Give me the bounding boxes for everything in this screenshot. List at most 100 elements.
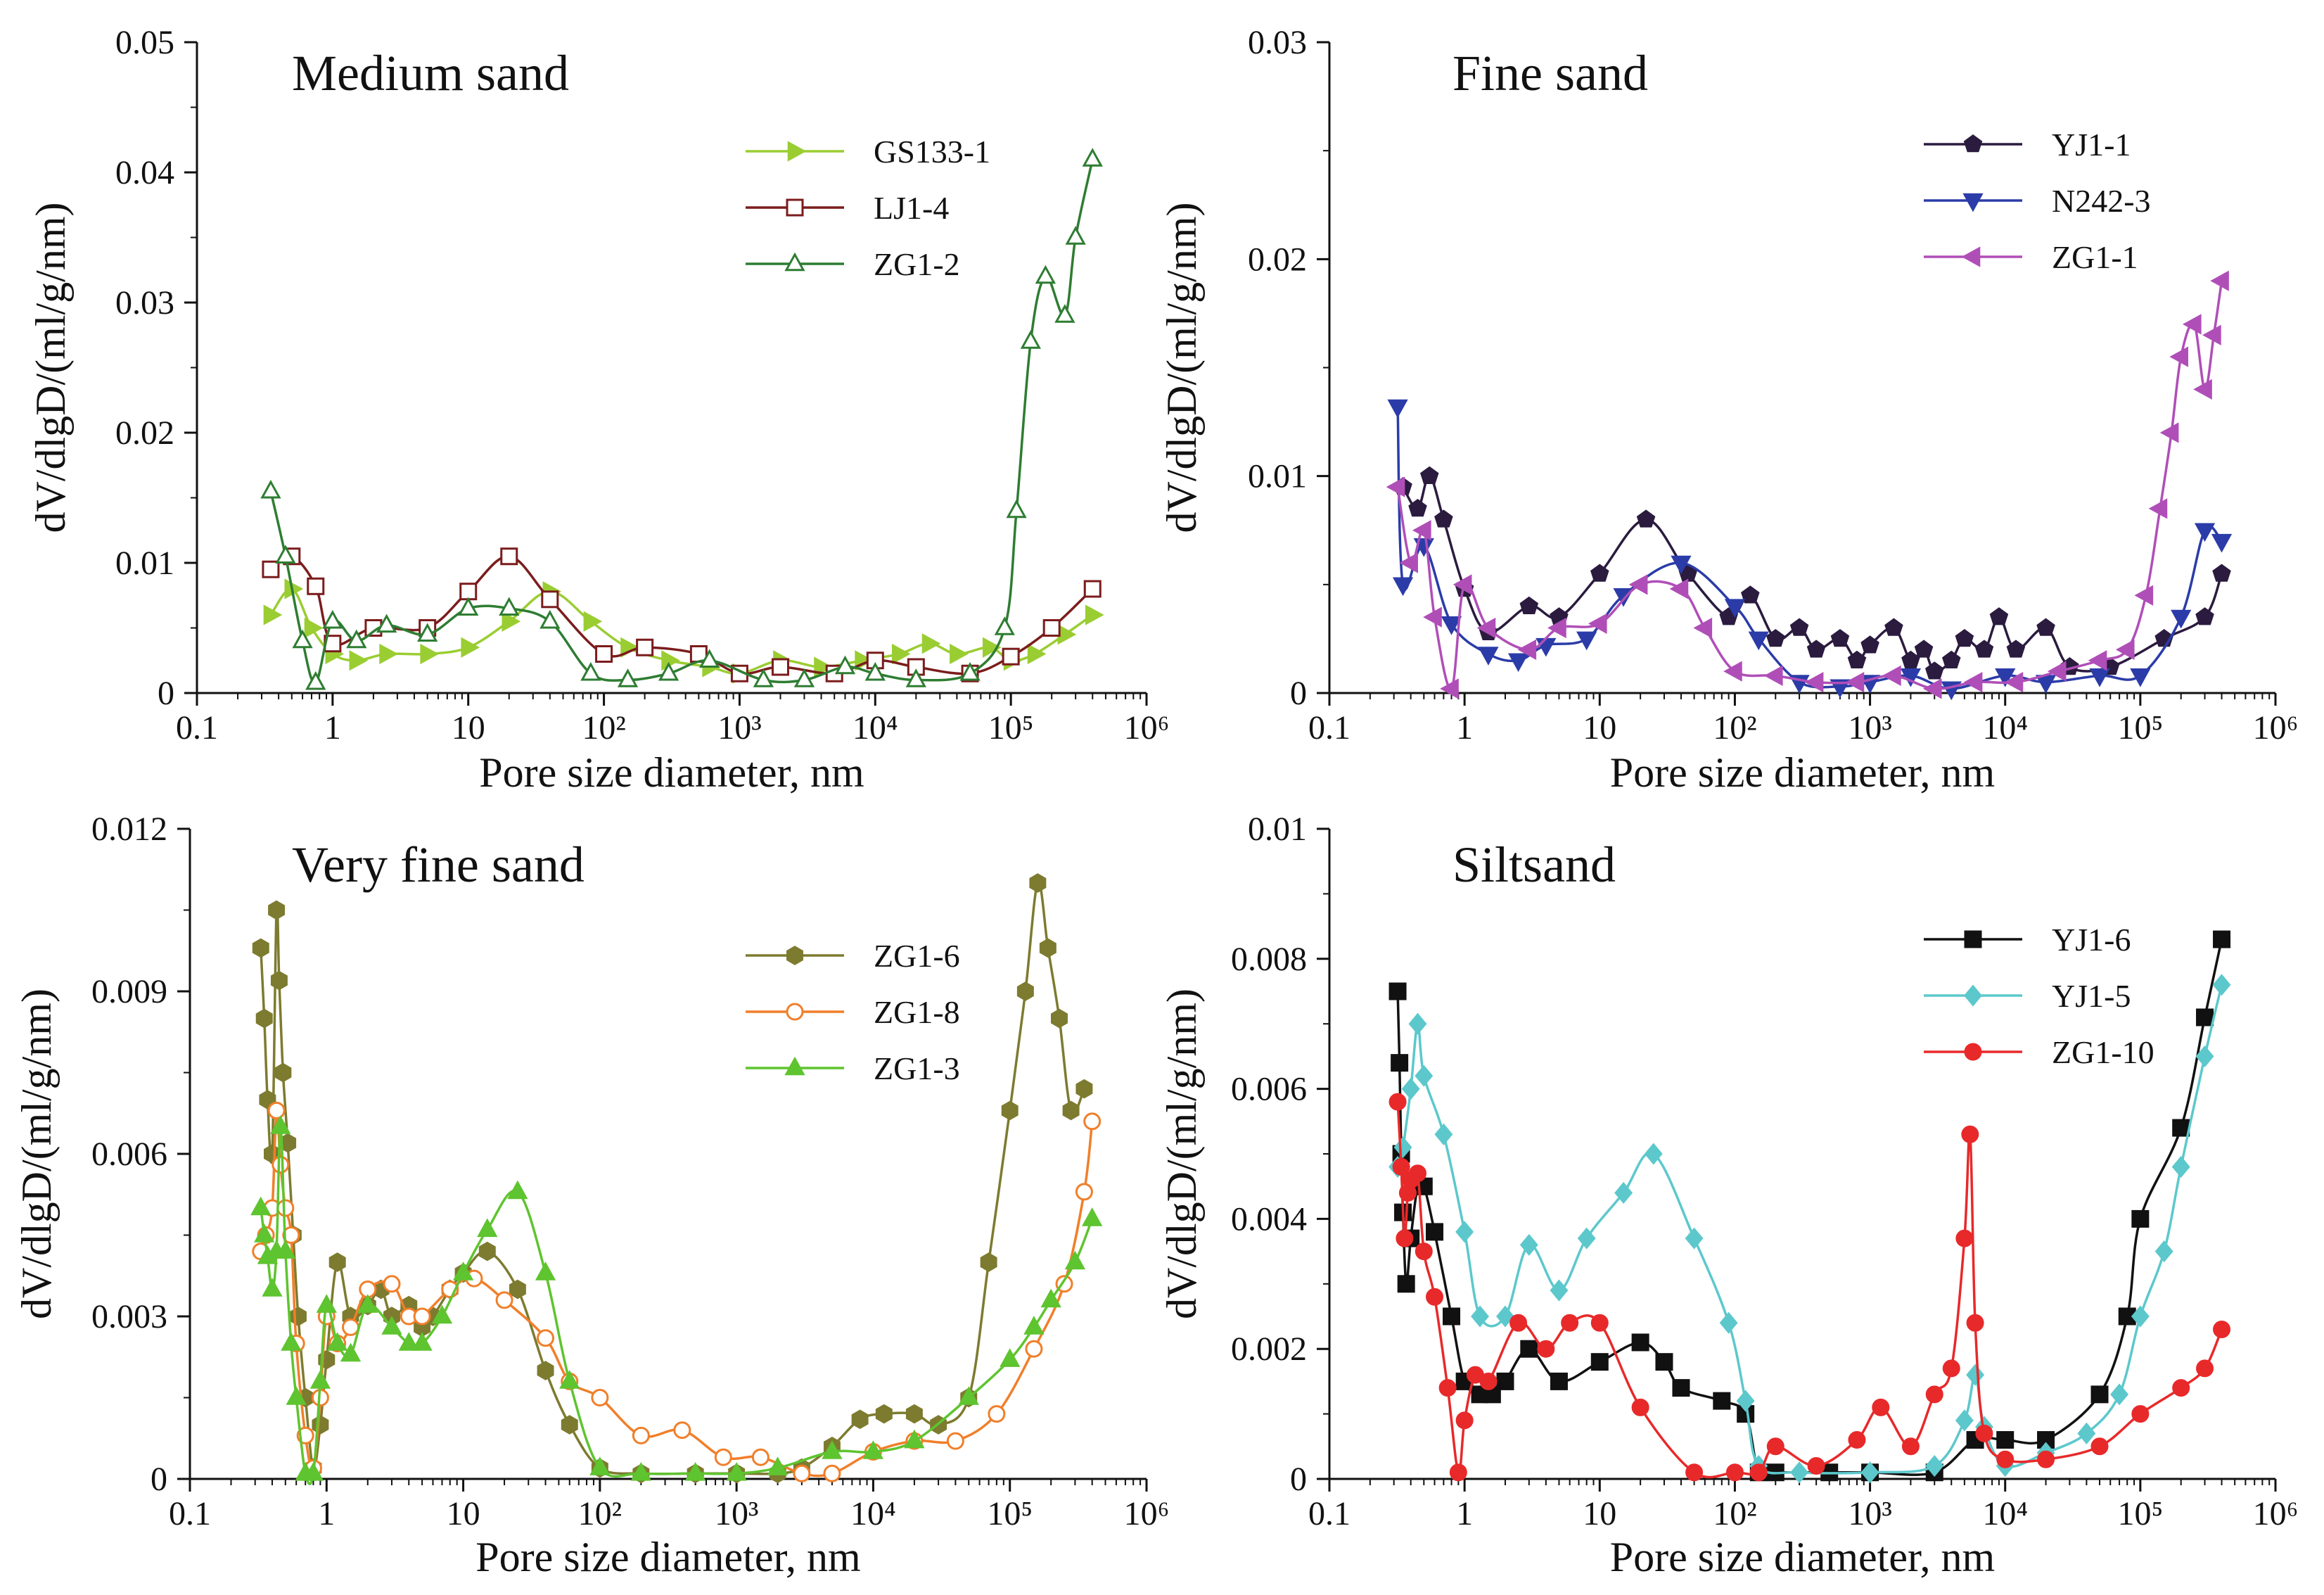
data-point <box>753 668 774 687</box>
y-tick-label: 0 <box>1290 675 1307 712</box>
data-point <box>1509 1314 1528 1332</box>
data-point <box>281 1332 302 1351</box>
legend-label: YJ1-6 <box>2052 922 2131 958</box>
x-tick-label: 1 <box>1456 1495 1473 1532</box>
x-tick-label: 1 <box>1456 709 1473 746</box>
data-point <box>267 1101 286 1119</box>
data-point <box>2148 498 2168 519</box>
y-tick-label: 0.009 <box>91 973 167 1010</box>
data-point <box>431 1304 453 1324</box>
data-point <box>1724 599 1746 618</box>
legend-entry: YJ1-5 <box>1924 978 2131 1014</box>
data-point <box>322 609 343 629</box>
data-point <box>2130 668 2151 687</box>
data-point <box>1016 981 1034 1001</box>
data-point <box>507 1180 528 1200</box>
data-point <box>583 611 603 632</box>
data-point <box>988 1405 1006 1423</box>
x-tick-label: 10⁴ <box>850 1495 896 1532</box>
x-tick-label: 10² <box>1713 709 1756 746</box>
data-point <box>1083 1112 1102 1131</box>
data-point <box>274 1062 292 1083</box>
data-point <box>2110 1383 2129 1406</box>
data-point <box>1399 552 1418 573</box>
data-point <box>823 1464 841 1482</box>
data-point <box>340 1342 362 1362</box>
x-tick-label: 10³ <box>715 1495 758 1532</box>
legend-label: YJ1-1 <box>2052 127 2131 163</box>
data-point <box>1963 671 1983 693</box>
data-point <box>1955 1229 1974 1247</box>
data-point <box>1614 1181 1633 1204</box>
x-tick-label: 10⁶ <box>2253 1495 2299 1532</box>
data-point <box>559 1370 580 1389</box>
legend-entry: N242-3 <box>1924 183 2151 219</box>
series-line <box>260 1108 1094 1478</box>
y-tick-label: 0 <box>151 1461 167 1498</box>
legend-entry: LJ1-4 <box>746 190 949 226</box>
x-tick-label: 10⁴ <box>1982 709 2028 746</box>
legend-label: ZG1-6 <box>874 938 960 974</box>
data-point <box>1845 671 1865 693</box>
data-point <box>1925 1454 1944 1478</box>
data-point <box>1002 647 1020 666</box>
legend-label: N242-3 <box>2052 183 2151 219</box>
data-point <box>1391 1054 1409 1072</box>
data-point <box>1478 647 1499 666</box>
data-point <box>1672 1379 1690 1397</box>
data-point <box>1423 606 1442 628</box>
data-point <box>499 597 520 616</box>
data-point <box>1914 640 1934 658</box>
data-point <box>302 1461 324 1481</box>
data-point <box>2211 533 2233 553</box>
data-point <box>1636 509 1656 528</box>
data-point <box>1408 498 1427 517</box>
data-point <box>275 1240 296 1259</box>
legend-entry: YJ1-1 <box>1924 127 2131 163</box>
data-point <box>1471 1305 1489 1328</box>
data-point <box>1455 1411 1474 1430</box>
legend-label: GS133-1 <box>874 134 990 170</box>
data-point <box>1415 1065 1434 1087</box>
data-point <box>1547 617 1566 639</box>
data-point <box>1000 1348 1021 1367</box>
legend-marker <box>786 198 804 217</box>
data-point <box>1443 1307 1461 1326</box>
legend-entry: ZG1-3 <box>746 1050 960 1086</box>
data-point <box>1748 631 1769 651</box>
data-point <box>1001 1100 1019 1121</box>
x-tick-label: 10⁶ <box>2253 709 2299 746</box>
data-point <box>2212 974 2231 996</box>
data-point <box>822 1440 843 1459</box>
x-tick-label: 10³ <box>1848 1495 1891 1532</box>
data-point <box>2088 650 2107 671</box>
data-point <box>2115 639 2135 660</box>
x-tick-label: 10² <box>1713 1495 1756 1532</box>
series-ZG1-1 <box>1386 270 2229 699</box>
x-tick-label: 0.1 <box>1308 1495 1351 1532</box>
data-point <box>2154 1240 2173 1263</box>
data-point <box>1035 265 1056 284</box>
series-YJ1-5 <box>1388 974 2231 1484</box>
data-point <box>2172 1379 2190 1397</box>
legend-marker <box>1964 1043 1982 1061</box>
data-point <box>260 479 281 499</box>
data-point <box>2194 523 2216 542</box>
data-point <box>1496 1305 1514 1328</box>
data-point <box>921 633 941 654</box>
data-point <box>1741 585 1760 604</box>
legend-label: ZG1-2 <box>874 246 960 282</box>
data-point <box>1685 1463 1704 1482</box>
data-point <box>495 1291 513 1309</box>
data-point <box>1804 671 1824 693</box>
data-point <box>714 1448 732 1466</box>
data-point <box>1966 1314 1984 1332</box>
data-point <box>673 1421 691 1440</box>
data-point <box>959 661 981 681</box>
legend-marker <box>786 946 803 965</box>
y-tick-label: 0.006 <box>1231 1071 1307 1108</box>
legend-entry: ZG1-8 <box>746 994 960 1030</box>
data-point <box>1408 1012 1427 1035</box>
data-point <box>891 643 911 665</box>
data-point <box>726 1461 747 1481</box>
